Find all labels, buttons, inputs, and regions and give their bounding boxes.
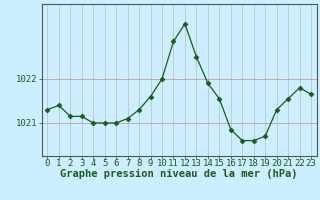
X-axis label: Graphe pression niveau de la mer (hPa): Graphe pression niveau de la mer (hPa) bbox=[60, 169, 298, 179]
